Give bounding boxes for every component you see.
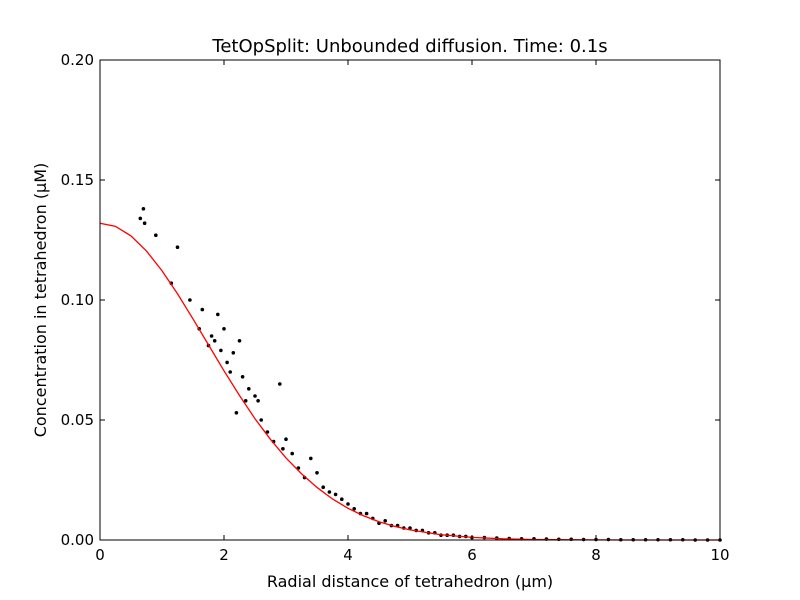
data-point: [237, 339, 242, 343]
data-point: [209, 334, 214, 338]
data-point: [216, 312, 220, 317]
x-tick-label: 4: [343, 546, 353, 564]
plot-frame: [99, 59, 721, 541]
data-point: [142, 221, 147, 225]
y-axis-label: Concentration in tetrahedron (μM): [31, 163, 50, 438]
axis-ticks: 0 2 4 6 8 10 0.00 0.05 0.10 0.15 0.20: [61, 51, 730, 564]
data-point: [225, 360, 229, 365]
y-tick-label: 0.05: [61, 411, 94, 429]
data-point: [309, 456, 313, 461]
data-point: [240, 375, 245, 379]
data-point: [253, 394, 257, 398]
y-tick-label: 0.15: [61, 171, 94, 189]
y-tick-label: 0.10: [61, 291, 94, 309]
data-point: [352, 507, 357, 511]
data-point: [364, 511, 369, 516]
data-point: [256, 399, 260, 403]
data-point: [212, 339, 217, 343]
data-point: [346, 502, 350, 506]
data-point: [290, 451, 295, 456]
x-tick-label: 2: [219, 546, 229, 564]
data-point: [340, 497, 344, 502]
data-point: [383, 519, 388, 523]
data-point: [234, 411, 239, 415]
analytical-curve: [99, 222, 720, 541]
data-point: [243, 399, 248, 403]
data-point: [315, 471, 319, 475]
data-point: [188, 298, 192, 302]
x-axis-label: Radial distance of tetrahedron (μm): [267, 572, 553, 591]
data-point: [265, 430, 270, 434]
data-point: [231, 351, 236, 355]
data-point: [228, 370, 232, 374]
data-point: [333, 492, 338, 497]
x-tick-label: 0: [95, 546, 105, 564]
data-point: [327, 490, 332, 494]
x-tick-label: 10: [710, 546, 729, 564]
plot-marks: [99, 207, 722, 542]
data-point: [247, 387, 251, 391]
chart-title: TetOpSplit: Unbounded diffusion. Time: 0…: [211, 36, 607, 57]
data-point: [138, 216, 143, 221]
data-point: [154, 233, 158, 237]
data-point: [321, 485, 326, 490]
data-point: [200, 307, 205, 312]
data-point: [259, 418, 264, 422]
x-tick-label: 6: [467, 546, 477, 564]
data-point: [222, 327, 226, 331]
data-point: [408, 526, 412, 530]
y-tick-label: 0.20: [61, 51, 94, 69]
data-point: [278, 382, 282, 386]
data-point: [281, 447, 285, 451]
data-point: [141, 207, 146, 211]
y-tick-label: 0.00: [61, 531, 94, 549]
data-point: [219, 348, 223, 353]
x-tick-label: 8: [591, 546, 601, 564]
data-point: [175, 245, 180, 249]
data-point: [284, 437, 288, 442]
